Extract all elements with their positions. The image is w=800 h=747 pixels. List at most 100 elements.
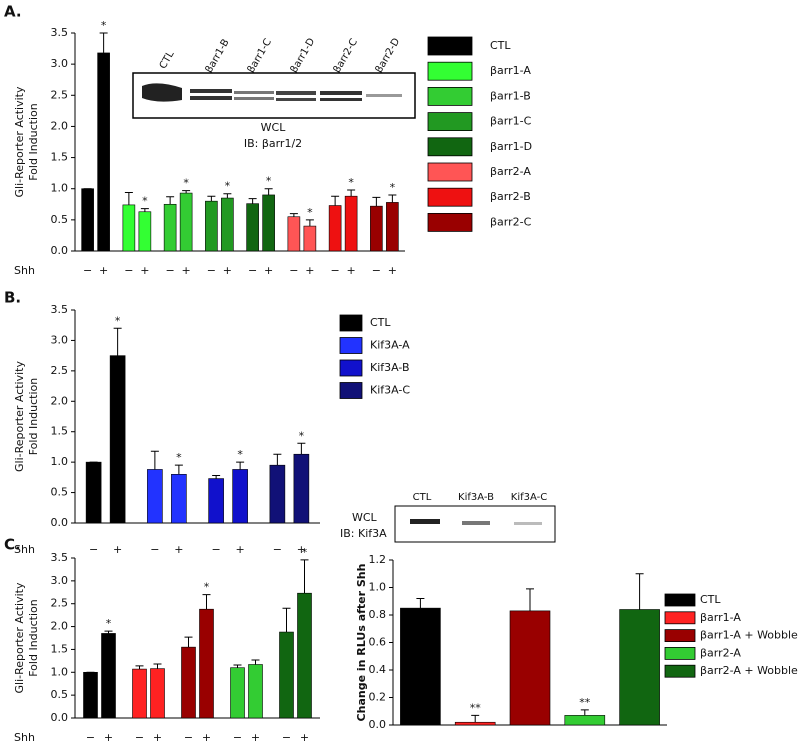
significance: * — [302, 546, 308, 559]
bar — [147, 469, 163, 524]
bar — [85, 461, 102, 524]
bar — [163, 203, 177, 252]
legend-label: βarr1-A — [700, 611, 741, 624]
bar — [564, 715, 606, 726]
legend-swatch — [664, 611, 696, 625]
condition-label: + — [174, 543, 183, 556]
legend-label: βarr2-A — [490, 165, 531, 178]
legend-label: Kif3A-B — [370, 361, 410, 374]
error-bar — [150, 450, 159, 470]
blot: CTL Kif3A-B Kif3A-C WCL IB: Kif3A — [340, 492, 556, 543]
legend-swatch — [427, 162, 473, 182]
bar — [328, 205, 342, 252]
significance: * — [106, 617, 112, 630]
condition-label: − — [248, 264, 257, 277]
blot-band — [462, 521, 490, 525]
row-label: Shh — [14, 264, 35, 277]
condition-label: − — [289, 264, 298, 277]
condition-label: + — [236, 543, 245, 556]
blot-caption: IB: Kif3A — [340, 527, 387, 540]
condition-label: − — [282, 731, 291, 744]
significance: * — [266, 175, 272, 188]
y-tick-label: 0.5 — [51, 486, 69, 499]
condition-label: + — [99, 264, 108, 277]
y-tick-label: 2.5 — [51, 364, 69, 377]
bar — [344, 195, 358, 252]
y-tick-label: 0.0 — [51, 711, 69, 724]
y-tick-label: 3.5 — [51, 26, 69, 39]
y-tick-label: 3.0 — [51, 57, 69, 70]
bar — [150, 668, 165, 719]
bar — [132, 668, 147, 719]
error-bar — [233, 664, 242, 668]
y-axis-label: Gli-Reporter Activity — [13, 361, 26, 472]
lane-label: βarr1-C — [246, 37, 274, 75]
bar — [122, 204, 136, 252]
y-tick-label: 0.8 — [369, 608, 387, 621]
error-bar — [184, 636, 193, 648]
condition-label: + — [202, 731, 211, 744]
y-tick-label: 1.5 — [51, 425, 69, 438]
condition-label: − — [83, 264, 92, 277]
error-bar — [251, 659, 260, 665]
blot-band — [190, 89, 232, 100]
bar — [81, 188, 94, 252]
condition-label: + — [300, 731, 309, 744]
legend-swatch — [339, 382, 363, 399]
condition-label: − — [86, 731, 95, 744]
error-bar — [124, 191, 133, 205]
condition-label: + — [297, 543, 306, 556]
legend-label: βarr2-A — [700, 646, 741, 659]
condition-label: − — [166, 264, 175, 277]
panel-label: B. — [4, 289, 21, 307]
error-bar — [264, 188, 273, 195]
legend-label: βarr2-A + Wobble — [700, 664, 798, 677]
blot-band — [276, 91, 316, 101]
bar — [205, 200, 218, 252]
condition-label: + — [113, 543, 122, 556]
legend-label: Kif3A-A — [370, 339, 410, 352]
significance: * — [225, 180, 231, 193]
condition-label: − — [89, 543, 98, 556]
condition-label: − — [273, 543, 282, 556]
error-bar — [331, 195, 340, 206]
significance: * — [101, 19, 107, 32]
bar — [230, 667, 245, 719]
error-bar — [305, 219, 314, 227]
y-tick-label: 3.0 — [51, 333, 69, 346]
error-bar — [223, 193, 232, 199]
significance: * — [115, 314, 121, 327]
lane-label: βarr2-C — [332, 37, 360, 75]
error-bar — [416, 598, 425, 609]
y-tick-label: 0.5 — [51, 688, 69, 701]
bar — [297, 592, 312, 719]
blot-band — [514, 522, 542, 525]
error-bar — [526, 588, 534, 611]
y-tick-label: 2.0 — [51, 620, 69, 633]
error-bar — [174, 464, 183, 475]
condition-label: + — [251, 731, 260, 744]
condition-label: − — [124, 264, 133, 277]
error-bar — [580, 709, 589, 716]
legend-label: βarr1-A + Wobble — [700, 629, 798, 642]
error-bar — [207, 195, 216, 202]
y-tick-label: 0.0 — [369, 718, 387, 731]
legend-swatch — [427, 137, 473, 157]
bar — [171, 474, 187, 524]
bar — [287, 216, 301, 252]
legend-swatch — [339, 314, 363, 332]
blot-band — [234, 91, 274, 100]
y-axis-label: Change in RLUs after Shh — [355, 564, 368, 722]
error-bar — [113, 327, 122, 356]
y-tick-label: 2.5 — [51, 88, 69, 101]
significance: * — [307, 206, 313, 219]
bar — [370, 205, 383, 252]
condition-label: − — [150, 543, 159, 556]
condition-label: + — [388, 264, 397, 277]
y-tick-label: 1.0 — [51, 665, 69, 678]
condition-label: + — [223, 264, 232, 277]
y-tick-label: 0.4 — [369, 663, 387, 676]
y-tick-label: 1.2 — [369, 553, 387, 566]
legend-label: βarr1-B — [490, 89, 531, 102]
condition-label: − — [331, 264, 340, 277]
